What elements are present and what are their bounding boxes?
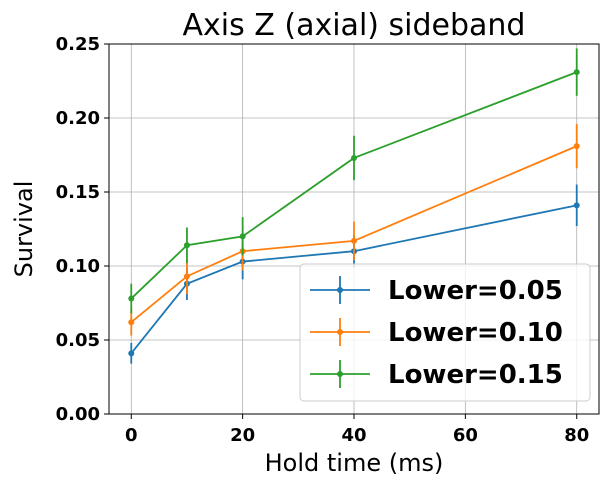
y-tick-label: 0.10 xyxy=(56,256,100,277)
data-point xyxy=(128,319,135,326)
x-tick-label: 80 xyxy=(564,425,589,446)
data-point xyxy=(239,233,246,240)
legend-entry: Lower=0.05 xyxy=(310,276,563,306)
legend-label: Lower=0.05 xyxy=(388,276,563,306)
legend-entry: Lower=0.10 xyxy=(310,318,563,348)
y-tick-label: 0.00 xyxy=(56,404,100,425)
y-axis-label: Survival xyxy=(10,181,38,278)
legend-marker xyxy=(337,371,343,377)
y-tick-label: 0.05 xyxy=(56,330,100,351)
legend-marker xyxy=(337,329,343,335)
y-tick-label: 0.15 xyxy=(56,182,100,203)
data-point xyxy=(128,295,135,302)
x-tick-label: 60 xyxy=(453,425,478,446)
data-point xyxy=(573,143,580,150)
data-point xyxy=(573,202,580,209)
series-3 xyxy=(128,48,580,314)
data-point xyxy=(183,273,190,280)
x-tick-label: 40 xyxy=(341,425,366,446)
legend-label: Lower=0.10 xyxy=(388,318,563,348)
legend-marker xyxy=(337,287,343,293)
y-tick-label: 0.25 xyxy=(56,34,100,55)
chart-title: Axis Z (axial) sideband xyxy=(183,8,526,43)
data-point xyxy=(128,350,135,357)
y-tick-label: 0.20 xyxy=(56,108,100,129)
data-point xyxy=(183,242,190,249)
legend-label: Lower=0.15 xyxy=(388,360,563,390)
x-axis-label: Hold time (ms) xyxy=(265,449,444,477)
legend: Lower=0.05 Lower=0.10 Lower=0.15 xyxy=(299,263,591,402)
data-point xyxy=(351,237,357,244)
legend-box xyxy=(299,263,591,402)
axis-ticks: 0 20 40 60 80 0.00 0.05 0.10 0.15 0.20 0.25 xyxy=(56,34,590,446)
data-point xyxy=(351,154,357,161)
data-point xyxy=(573,69,580,76)
x-tick-label: 20 xyxy=(230,425,255,446)
series-layer xyxy=(128,48,580,364)
legend-entry: Lower=0.15 xyxy=(310,360,563,390)
x-tick-label: 0 xyxy=(125,425,138,446)
